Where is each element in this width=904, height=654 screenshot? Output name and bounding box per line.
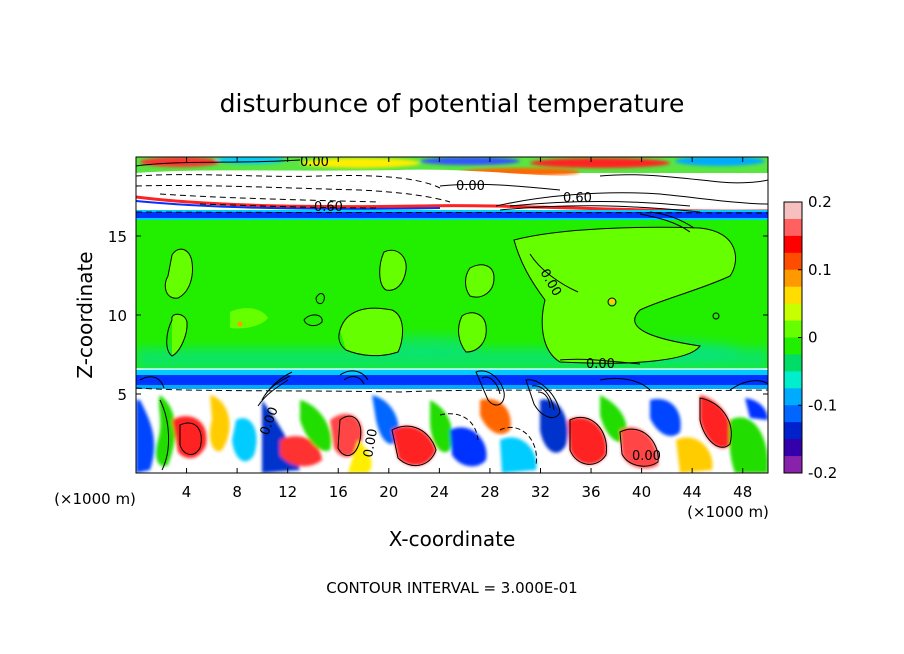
colorbar-tick-label: 0 [808,329,818,347]
lower-contours [136,358,768,471]
contour-label-8: 0.00 [361,428,381,459]
colorbar-tick-label: -0.2 [808,464,837,482]
x-unit-label: (×1000 m) [687,503,769,521]
lower-cold-band [136,374,768,385]
colorbar-swatch [784,286,802,305]
x-tick-label: 24 [430,483,449,501]
x-tick-label: 4 [182,483,192,501]
x-tick-label: 44 [683,483,702,501]
y-tick-label: 10 [108,307,127,325]
contour-interval: CONTOUR INTERVAL = 3.000E-01 [326,579,577,597]
contour-label-4: 0.00 [586,357,615,372]
colorbar-swatch [784,422,802,440]
x-tick-label: 48 [733,483,752,501]
contour-label-1: 0.60 [314,200,343,215]
lower-layer [136,389,768,473]
x-tick-label: 36 [581,483,600,501]
y-tick-label: 15 [108,228,127,246]
x-tick-label: 32 [531,483,550,501]
x-axis-label: X-coordinate [389,527,516,551]
colorbar-swatch [784,354,802,372]
colorbar-swatch [784,320,802,338]
y-axis-label: Z-coordinate [73,251,97,378]
upper-cold-band [136,211,768,218]
colorbar-swatch [784,337,802,355]
colorbar-swatch [784,252,802,271]
colorbar-swatch [784,269,802,288]
colorbar-swatch [784,371,802,389]
z-unit-label: (×1000 m) [54,490,136,508]
colorbar-swatch [784,235,802,254]
x-tick-label: 28 [480,483,499,501]
colorbar-swatch [784,439,802,457]
contour-label-3: 0.60 [563,191,592,206]
contour-labels: 0.00 0.60 0.00 0.60 0.00 0.00 0.00 0.00 … [258,155,661,464]
x-tick-label: 40 [632,483,651,501]
contour-label-2: 0.00 [456,179,485,194]
colorbar-swatch [784,405,802,423]
contour-label-5: 0.00 [632,449,661,464]
colorbar-tick-label: 0.1 [808,261,832,279]
middle-patches [165,227,736,364]
colorbar-swatch [784,456,802,474]
x-tick-label: 8 [232,483,242,501]
colorbar-tick-label: 0.2 [808,193,832,211]
middle-contours [164,226,736,364]
x-tick-label: 20 [379,483,398,501]
colorbar-tick-label: -0.1 [808,396,837,414]
upper-contours [136,159,768,293]
x-axis: 4 8 12 16 20 24 28 32 36 40 44 48 [182,157,752,501]
x-tick-label: 12 [278,483,297,501]
plot-area: 0.00 0.60 0.00 0.60 0.00 0.00 0.00 0.00 … [136,155,768,473]
y-tick-label: 5 [117,386,127,404]
colorbar-swatch [784,202,802,220]
contour-label-0: 0.00 [300,155,329,170]
colorbar: 0.2 0.1 0 -0.1 -0.2 [783,193,837,482]
colorbar-swatch [784,303,802,322]
chart-title: disturbunce of potential temperature [220,89,685,118]
colorbar-swatch [784,218,802,237]
colorbar-swatch [784,388,802,406]
y-axis: 5 10 15 [108,228,768,404]
x-tick-label: 16 [329,483,348,501]
